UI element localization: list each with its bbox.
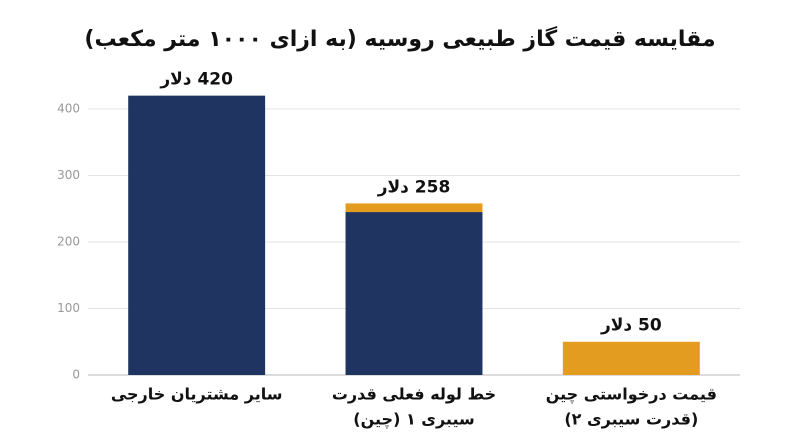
x-tick-label: (قدرت سیبری ۲)	[564, 410, 698, 429]
x-tick-label: سایر مشتریان خارجی	[111, 385, 283, 404]
x-tick-label: سیبری ۱ (چین)	[353, 410, 474, 430]
value-label: 50 دلار	[600, 316, 662, 336]
x-tick-label: قیمت درخواستی چین	[546, 385, 717, 405]
bar-segment	[128, 95, 266, 376]
y-tick-label: 400	[57, 101, 80, 115]
bar-segment	[562, 341, 700, 375]
bar-segment	[345, 212, 483, 375]
y-tick-label: 300	[57, 168, 80, 182]
y-tick-label: 0	[72, 368, 80, 382]
chart-title: مقایسه قیمت گاز طبیعی روسیه (به ازای ۱۰۰…	[84, 25, 715, 52]
y-tick-label: 200	[57, 234, 80, 248]
bar-segment	[345, 203, 483, 213]
y-tick-label: 100	[57, 301, 80, 315]
x-tick-label: خط لوله فعلی قدرت	[332, 385, 496, 404]
value-label: 258 دلار	[377, 177, 451, 197]
value-label: 420 دلار	[159, 70, 233, 90]
